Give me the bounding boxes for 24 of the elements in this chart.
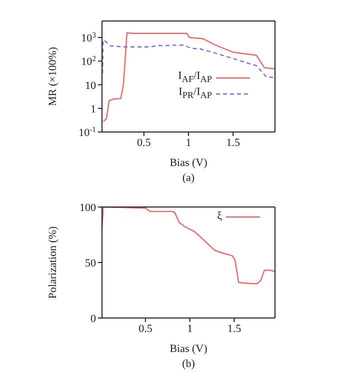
x-tick-label: 1 — [187, 322, 193, 335]
x-axis-title: Bias (V) — [170, 157, 208, 169]
x-tick-label: 1.5 — [226, 136, 240, 149]
legend-label: ξ — [217, 210, 222, 223]
text: (b) — [181, 358, 196, 370]
y-axis-title: MR (×100%) — [46, 46, 59, 106]
x-axis-title: Bias (V) — [170, 343, 208, 355]
x-tick-label: 0.5 — [137, 136, 152, 149]
legend-label: I$_{PR}$/I$_{AP}$ — [178, 86, 212, 102]
x-tick-label: 0.5 — [138, 322, 153, 335]
y-tick-label: 100 — [80, 202, 96, 214]
y-tick-label: 0 — [90, 313, 96, 325]
y-tick-label: 10$^{2}$ — [81, 54, 96, 68]
y-tick-label: 50 — [85, 258, 96, 270]
legend-label: I$_{AF}$/I$_{AP}$ — [178, 70, 212, 86]
y-tick-label: 10$^{-1}$ — [78, 124, 96, 139]
text: (a) — [181, 172, 196, 184]
line-series — [102, 32, 275, 122]
y-tick-label: 1 — [90, 103, 96, 116]
x-tick-label: 1.5 — [227, 322, 242, 335]
y-axis-title: Polarization (%) — [46, 226, 59, 299]
x-tick-label: 1 — [186, 136, 192, 149]
y-tick-label: 10$^{3}$ — [81, 30, 96, 45]
y-tick-label: 10 — [85, 80, 96, 92]
